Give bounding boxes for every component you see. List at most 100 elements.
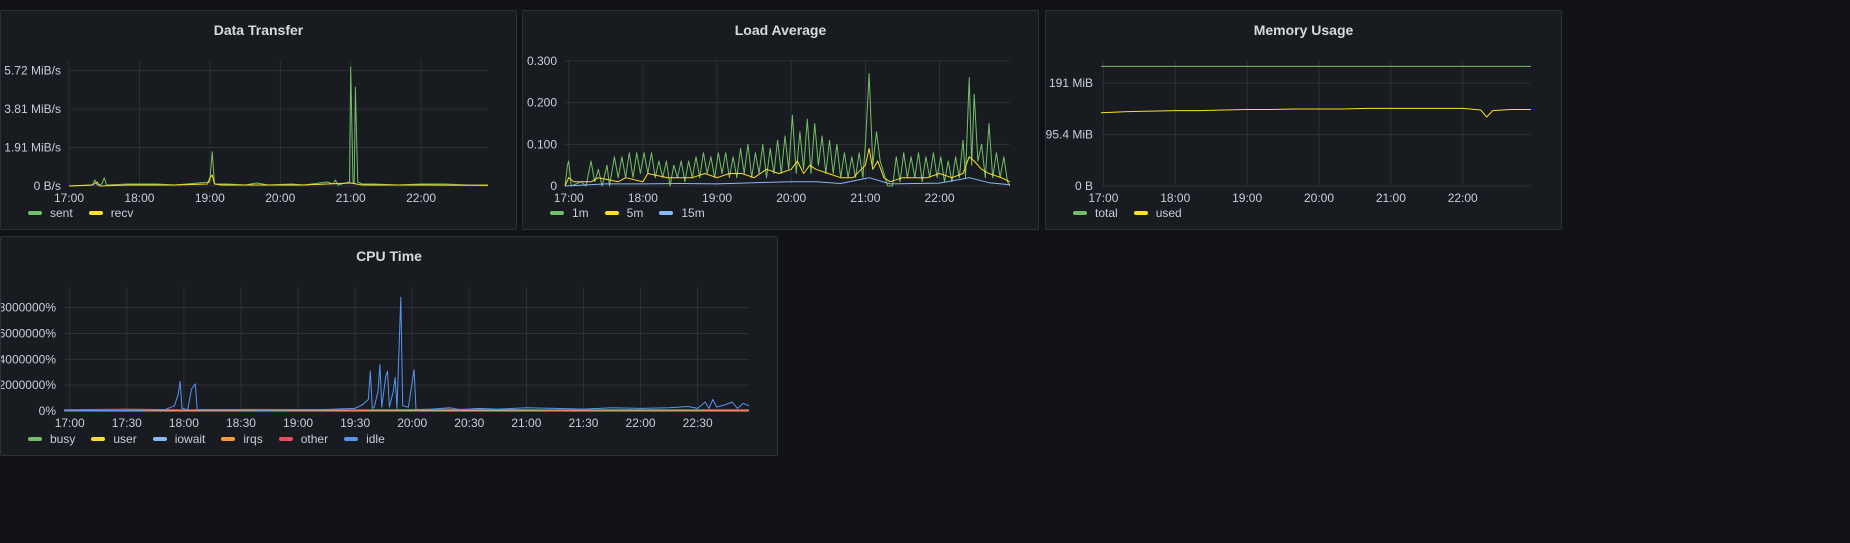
- series-line-used: [1100, 107, 1531, 118]
- x-tick-label: 17:00: [54, 191, 84, 205]
- legend-swatch: [1133, 211, 1148, 215]
- y-tick-label: 1.91 MiB/s: [4, 140, 61, 154]
- x-tick-label: 18:00: [1160, 191, 1190, 205]
- legend-item-1m[interactable]: 1m: [550, 206, 589, 220]
- x-tick-label: 22:00: [925, 191, 955, 205]
- legend-swatch: [152, 437, 167, 441]
- legend: 1m 5m 15m: [550, 206, 705, 220]
- panel-title: Data Transfer: [213, 22, 304, 38]
- x-tick-label: 17:00: [554, 191, 584, 205]
- series-line-recv: [68, 174, 489, 187]
- x-tick-label: 20:00: [265, 191, 295, 205]
- x-tick-label: 22:00: [626, 416, 656, 430]
- x-tick-label: 18:00: [124, 191, 154, 205]
- x-tick-label: 19:00: [1232, 191, 1262, 205]
- x-tick-label: 18:00: [169, 416, 199, 430]
- legend-item-recv[interactable]: recv: [88, 206, 134, 220]
- legend-item-sent[interactable]: sent: [28, 206, 73, 220]
- series-line-15m: [564, 177, 1011, 187]
- x-tick-label: 21:00: [511, 416, 541, 430]
- legend-item-iowait[interactable]: iowait: [152, 432, 206, 446]
- legend-swatch: [550, 211, 564, 215]
- panel-data-transfer: Data Transfer 0 B/s 1.91 MiB/s 3.81 MiB/s 5…: [0, 10, 517, 230]
- x-tick-label: 17:00: [55, 416, 85, 430]
- legend-swatch: [278, 437, 293, 441]
- legend: total used: [1073, 206, 1182, 220]
- y-tick-label: 3.81 MiB/s: [4, 102, 61, 116]
- panel-title: Memory Usage: [1253, 22, 1354, 38]
- legend-label: used: [1155, 206, 1182, 220]
- x-tick-label: 21:00: [1376, 191, 1406, 205]
- legend-swatch: [28, 211, 42, 215]
- x-tick-label: 20:00: [776, 191, 806, 205]
- x-tick-label: 17:30: [112, 416, 142, 430]
- x-tick-label: 19:00: [702, 191, 732, 205]
- x-tick-label: 21:30: [568, 416, 598, 430]
- legend-label: iowait: [174, 432, 206, 446]
- legend-label: irqs: [243, 432, 263, 446]
- legend-label: other: [300, 432, 329, 446]
- legend-item-15m[interactable]: 15m: [659, 206, 705, 220]
- legend-item-other[interactable]: other: [278, 432, 329, 446]
- legend-item-idle[interactable]: idle: [344, 432, 385, 446]
- y-tick-label: 2000000%: [1, 378, 56, 392]
- legend-swatch: [1073, 211, 1087, 215]
- series-line-other: [63, 408, 750, 411]
- legend-swatch: [604, 211, 619, 215]
- y-tick-label: 95.4 MiB: [1046, 128, 1093, 142]
- legend-label: idle: [366, 432, 385, 446]
- y-tick-label: 5.72 MiB/s: [4, 64, 61, 78]
- legend-swatch: [659, 211, 674, 215]
- legend: sent recv: [28, 206, 133, 220]
- y-tick-label: 0: [550, 179, 557, 193]
- y-tick-label: 0 B: [1075, 179, 1093, 193]
- panel-cpu-time: CPU Time 0% 2000000% 4000000% 6000000% 80000…: [0, 236, 778, 456]
- legend-item-busy[interactable]: busy: [28, 432, 75, 446]
- panel-title: Load Average: [734, 22, 827, 38]
- legend-swatch: [221, 437, 236, 441]
- x-tick-label: 19:30: [340, 416, 370, 430]
- legend-label: user: [113, 432, 137, 446]
- x-tick-label: 20:00: [1304, 191, 1334, 205]
- x-tick-label: 17:00: [1088, 191, 1118, 205]
- data-transfer-chart[interactable]: 0 B/s 1.91 MiB/s 3.81 MiB/s 5.72 MiB/s 17:00…: [1, 11, 518, 231]
- panel-load-average: Load Average 0 0.100 0.200 0.300 17:00 18:00 1…: [522, 10, 1039, 230]
- x-tick-label: 22:00: [1448, 191, 1478, 205]
- legend-label: busy: [50, 432, 76, 446]
- y-tick-label: 8000000%: [1, 301, 56, 315]
- x-tick-label: 21:00: [336, 191, 366, 205]
- legend-item-used[interactable]: used: [1133, 206, 1182, 220]
- x-tick-label: 22:00: [406, 191, 436, 205]
- series-line-idle: [63, 296, 750, 412]
- legend-label: total: [1095, 206, 1118, 220]
- panel-memory-usage: Memory Usage 0 B 95.4 MiB 191 MiB 17:00 18:0…: [1045, 10, 1562, 230]
- y-tick-label: 0 B/s: [34, 179, 61, 193]
- panel-title: CPU Time: [356, 248, 422, 264]
- legend-item-total[interactable]: total: [1073, 206, 1118, 220]
- series-line-1m: [564, 73, 1011, 187]
- series-line-5m: [564, 148, 1011, 187]
- series-line-sent: [68, 66, 488, 187]
- x-tick-label: 20:30: [454, 416, 484, 430]
- load-average-chart[interactable]: 0 0.100 0.200 0.300 17:00 18:00 19:00 20:00 21:0…: [523, 11, 1040, 231]
- legend-swatch: [88, 211, 103, 215]
- legend-label: 5m: [626, 206, 644, 220]
- cpu-time-chart[interactable]: 0% 2000000% 4000000% 6000000% 8000000% 17:00 1…: [1, 237, 779, 457]
- legend-label: recv: [110, 206, 134, 220]
- x-tick-label: 19:00: [195, 191, 225, 205]
- legend-item-5m[interactable]: 5m: [604, 206, 644, 220]
- legend-swatch: [28, 437, 42, 441]
- x-tick-label: 18:30: [226, 416, 256, 430]
- legend-label: 1m: [572, 206, 589, 220]
- y-tick-label: 191 MiB: [1049, 76, 1093, 90]
- y-tick-label: 0.100: [527, 137, 557, 151]
- legend-item-user[interactable]: user: [91, 432, 137, 446]
- y-tick-label: 0.200: [527, 96, 557, 110]
- legend-label: sent: [50, 206, 73, 220]
- legend-label: 15m: [681, 206, 705, 220]
- y-tick-label: 6000000%: [1, 327, 56, 341]
- y-tick-label: 0%: [39, 404, 57, 418]
- memory-usage-chart[interactable]: 0 B 95.4 MiB 191 MiB 17:00 18:00 19:00 20:00 21…: [1046, 11, 1563, 231]
- legend-item-irqs[interactable]: irqs: [221, 432, 263, 446]
- y-tick-label: 0.300: [527, 54, 557, 68]
